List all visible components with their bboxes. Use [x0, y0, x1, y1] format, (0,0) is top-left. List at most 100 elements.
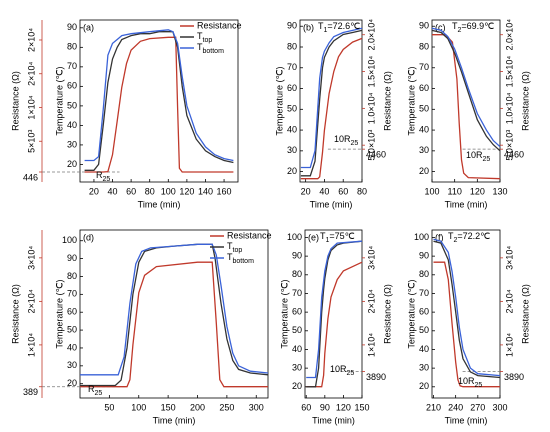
- x-tick-label: 90: [320, 402, 330, 412]
- y-tick-label: 70: [287, 62, 297, 72]
- series-line: [431, 27, 501, 148]
- plot-frame: [79, 229, 269, 399]
- y-axis-title: Temperature (℃): [54, 279, 64, 348]
- series-line: [84, 29, 234, 162]
- y2-tick-label: 389: [23, 387, 38, 397]
- y2-tick-label: 1.0×10⁴: [504, 92, 514, 124]
- y-tick-label: 60: [292, 307, 302, 317]
- x-tick-label: 120: [179, 186, 194, 196]
- x-tick-label: 20: [89, 186, 99, 196]
- y-tick-label: 20: [292, 381, 302, 391]
- plot-frame: [299, 19, 363, 183]
- legend-label: Resistance: [227, 230, 272, 240]
- y-tick-label: 50: [292, 325, 302, 335]
- annotation: T2=69.9℃: [452, 21, 494, 33]
- y-axis-title: Temperature (℃): [406, 279, 416, 348]
- series-line: [80, 243, 269, 387]
- y-tick-label: 80: [292, 269, 302, 279]
- x-tick-label: 300: [249, 402, 264, 412]
- y-axis-title: Temperature (℃): [274, 66, 284, 135]
- series-line: [306, 261, 363, 388]
- y-tick-label: 70: [419, 62, 429, 72]
- series-line: [300, 27, 363, 169]
- y-tick-label: 90: [287, 21, 297, 31]
- y2-tick-label: 1×10⁴: [26, 333, 36, 357]
- x-tick-label: 40: [319, 186, 329, 196]
- x-tick-label: 80: [145, 186, 155, 196]
- x-tick-label: 60: [338, 186, 348, 196]
- y-tick-label: 80: [67, 271, 77, 281]
- y-tick-label: 20: [419, 381, 429, 391]
- y2-tick-label: 3×10⁴: [26, 246, 36, 270]
- y2-tick-label: 3×10⁴: [366, 246, 376, 270]
- series-line: [80, 261, 268, 388]
- series-line: [300, 37, 363, 180]
- annotation: 10R25: [334, 134, 358, 146]
- series-line: [306, 240, 363, 379]
- panel-label: (b): [303, 22, 314, 32]
- x-tick-label: 250: [219, 402, 234, 412]
- x-tick-label: 240: [448, 402, 463, 412]
- x-axis-title: Time (min): [312, 415, 355, 425]
- legend-label: Tbottom: [197, 42, 224, 54]
- y-tick-label: 30: [292, 363, 302, 373]
- y-tick-label: 20: [287, 166, 297, 176]
- y2-tick-label: 2.0×10⁴: [366, 19, 376, 51]
- y2-tick-label: 5×10³: [26, 130, 36, 153]
- y-tick-label: 40: [287, 124, 297, 134]
- y2-tick-label: 2×10⁴: [26, 28, 36, 52]
- x-tick-label: 100: [161, 186, 176, 196]
- x-tick-label: 40: [108, 186, 118, 196]
- panel-label: (c): [435, 22, 446, 32]
- y-axis-title: Temperature (℃): [54, 66, 64, 135]
- series-line: [433, 240, 501, 379]
- y-tick-label: 50: [419, 325, 429, 335]
- y-tick-label: 30: [67, 139, 77, 149]
- y-tick-label: 20: [67, 378, 77, 388]
- legend-label: Ttop: [227, 241, 242, 253]
- y-tick-label: 30: [287, 145, 297, 155]
- y2-axis-title: Resistance (Ω): [10, 71, 20, 131]
- x-axis-title: Time (min): [153, 415, 196, 425]
- annotation: 10R25: [466, 150, 490, 162]
- y2-tick-label: 1×10⁴: [26, 95, 36, 119]
- y2-axis-title: Resistance (Ω): [382, 284, 392, 344]
- annotation: T2=72.2℃: [448, 231, 490, 243]
- annotation: 10R25: [330, 364, 354, 376]
- y-tick-label: 90: [67, 253, 77, 263]
- x-tick-label: 120: [336, 402, 351, 412]
- plot-frame: [431, 19, 501, 183]
- y-tick-label: 30: [67, 360, 77, 370]
- x-tick-label: 150: [161, 402, 176, 412]
- y-tick-label: 20: [419, 166, 429, 176]
- y-tick-label: 90: [67, 22, 77, 32]
- y-tick-label: 60: [419, 307, 429, 317]
- y2-tick-label: 3890: [366, 372, 386, 382]
- x-tick-label: 300: [492, 402, 507, 412]
- y-tick-label: 40: [67, 342, 77, 352]
- y-tick-label: 80: [67, 42, 77, 52]
- y2-tick-label: 1.5×10⁴: [504, 56, 514, 88]
- y2-tick-label: 4460: [504, 150, 524, 160]
- y-tick-label: 40: [419, 344, 429, 354]
- y-axis-title: Temperature (℃): [279, 279, 289, 348]
- y2-tick-label: 2×10⁴: [504, 289, 514, 313]
- x-tick-label: 80: [357, 186, 367, 196]
- series-line: [306, 240, 363, 388]
- annotation: R25: [96, 170, 110, 182]
- x-tick-label: 210: [426, 402, 441, 412]
- x-tick-label: 100: [424, 186, 439, 196]
- y-tick-label: 50: [67, 324, 77, 334]
- y-tick-label: 60: [67, 81, 77, 91]
- y2-tick-label: 4460: [366, 150, 386, 160]
- y2-tick-label: 2×10⁴: [366, 289, 376, 313]
- y2-tick-label: 2×10⁴: [26, 62, 36, 86]
- y-tick-label: 90: [419, 251, 429, 261]
- y-tick-label: 100: [414, 232, 429, 242]
- y-tick-label: 70: [67, 61, 77, 71]
- y-tick-label: 50: [67, 100, 77, 110]
- series-line: [300, 29, 363, 177]
- y-tick-label: 80: [419, 269, 429, 279]
- y-tick-label: 70: [419, 288, 429, 298]
- plot-frame: [304, 229, 363, 399]
